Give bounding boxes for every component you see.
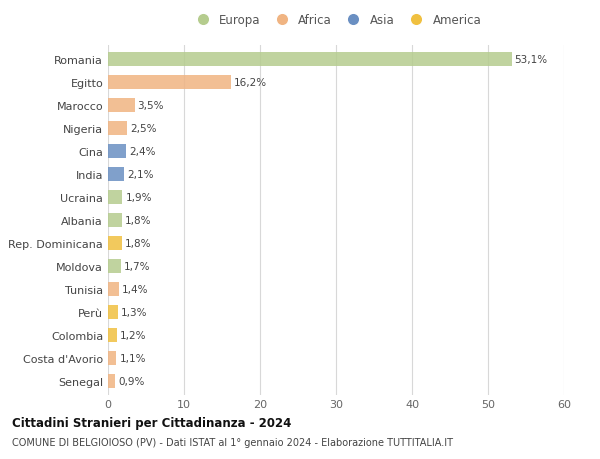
- Text: 0,9%: 0,9%: [118, 376, 144, 386]
- Bar: [108, 374, 115, 388]
- Text: COMUNE DI BELGIOIOSO (PV) - Dati ISTAT al 1° gennaio 2024 - Elaborazione TUTTITA: COMUNE DI BELGIOIOSO (PV) - Dati ISTAT a…: [12, 437, 453, 447]
- Text: 1,8%: 1,8%: [125, 215, 151, 225]
- Bar: [108, 145, 126, 158]
- Text: 53,1%: 53,1%: [515, 55, 548, 65]
- Bar: [108, 259, 121, 273]
- Text: 1,8%: 1,8%: [125, 238, 151, 248]
- Text: 2,5%: 2,5%: [130, 123, 157, 134]
- Bar: [108, 190, 122, 204]
- Text: 1,9%: 1,9%: [125, 192, 152, 202]
- Bar: [108, 122, 127, 135]
- Bar: [108, 236, 122, 250]
- Bar: [108, 328, 117, 342]
- Bar: [108, 282, 119, 296]
- Bar: [108, 305, 118, 319]
- Text: 1,4%: 1,4%: [122, 284, 148, 294]
- Text: 1,2%: 1,2%: [120, 330, 146, 340]
- Text: 1,1%: 1,1%: [119, 353, 146, 363]
- Text: 2,4%: 2,4%: [129, 146, 156, 157]
- Bar: [108, 76, 231, 90]
- Bar: [108, 168, 124, 181]
- Bar: [108, 53, 512, 67]
- Text: 2,1%: 2,1%: [127, 169, 154, 179]
- Bar: [108, 351, 116, 365]
- Bar: [108, 99, 134, 112]
- Text: 16,2%: 16,2%: [234, 78, 267, 88]
- Text: 3,5%: 3,5%: [137, 101, 164, 111]
- Text: Cittadini Stranieri per Cittadinanza - 2024: Cittadini Stranieri per Cittadinanza - 2…: [12, 416, 292, 429]
- Bar: [108, 213, 122, 227]
- Text: 1,3%: 1,3%: [121, 307, 148, 317]
- Text: 1,7%: 1,7%: [124, 261, 151, 271]
- Legend: Europa, Africa, Asia, America: Europa, Africa, Asia, America: [188, 11, 484, 29]
